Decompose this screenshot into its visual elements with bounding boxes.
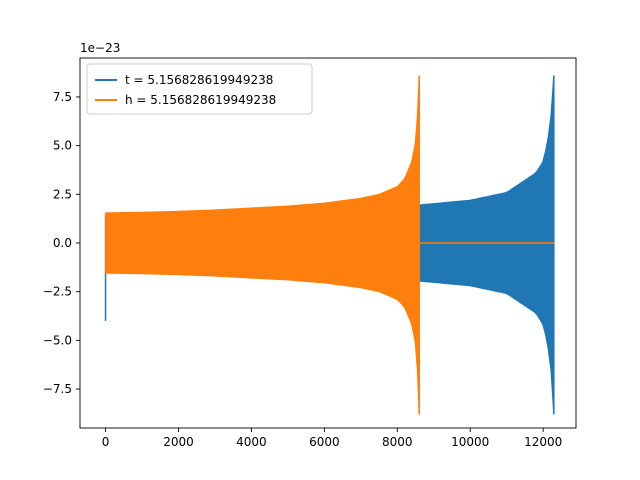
series-1-band	[105, 75, 420, 415]
legend-label-1: h = 5.156828619949238	[125, 93, 276, 107]
x-tick-label-2: 4000	[236, 435, 267, 449]
x-tick-label-3: 6000	[309, 435, 340, 449]
x-tick-label-4: 8000	[382, 435, 413, 449]
series-1	[105, 75, 555, 415]
legend-box	[86, 63, 313, 115]
x-tick-label-0: 0	[102, 435, 110, 449]
y-axis: −7.5 −5.0 −2.5 0.0 2.5 5.0 7.5	[43, 90, 80, 396]
y-tick-label-0: −7.5	[43, 382, 72, 396]
legend-label-0: t = 5.156828619949238	[125, 73, 273, 87]
y-tick-label-2: −2.5	[43, 285, 72, 299]
y-tick-label-6: 7.5	[53, 90, 72, 104]
x-tick-label-1: 2000	[163, 435, 194, 449]
y-offset-text: 1e−23	[80, 41, 120, 55]
y-tick-label-3: 0.0	[53, 236, 72, 250]
series-layer	[104, 75, 555, 415]
legend: t = 5.156828619949238 h = 5.1568286199492…	[86, 63, 313, 115]
x-tick-label-6: 12000	[524, 435, 562, 449]
x-axis: 0 2000 4000 6000 8000 10000 12000	[102, 428, 562, 449]
y-tick-label-1: −5.0	[43, 333, 72, 347]
x-tick-label-5: 10000	[451, 435, 489, 449]
y-tick-label-5: 5.0	[53, 139, 72, 153]
y-tick-label-4: 2.5	[53, 187, 72, 201]
